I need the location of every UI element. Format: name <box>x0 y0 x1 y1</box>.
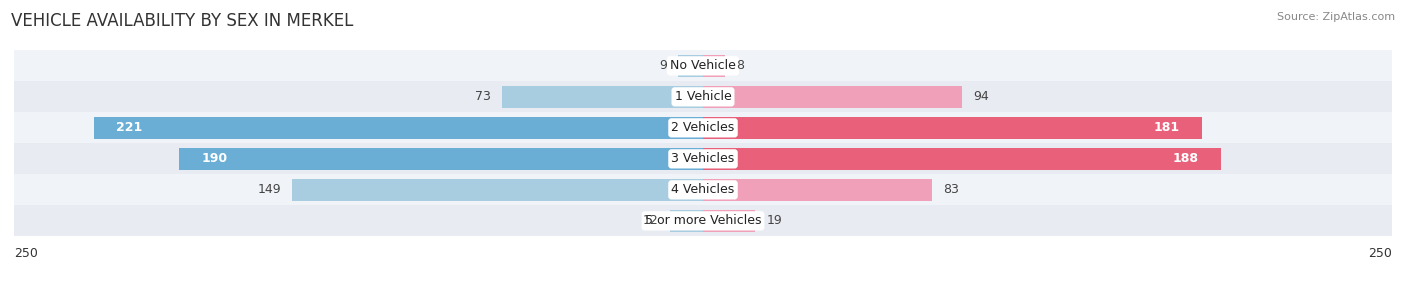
Text: VEHICLE AVAILABILITY BY SEX IN MERKEL: VEHICLE AVAILABILITY BY SEX IN MERKEL <box>11 12 354 30</box>
Text: 9: 9 <box>659 59 668 72</box>
Text: 94: 94 <box>973 90 988 103</box>
Bar <box>14 81 1392 112</box>
Bar <box>292 179 703 201</box>
Text: No Vehicle: No Vehicle <box>671 59 735 72</box>
Text: 250: 250 <box>14 247 38 260</box>
Text: 19: 19 <box>766 214 782 227</box>
Bar <box>14 143 1392 174</box>
Text: 149: 149 <box>257 183 281 196</box>
Bar <box>180 148 703 170</box>
Text: 221: 221 <box>117 121 142 134</box>
Text: 188: 188 <box>1173 152 1199 165</box>
Bar <box>669 210 703 232</box>
Bar <box>703 86 962 108</box>
Text: 190: 190 <box>201 152 228 165</box>
Text: 12: 12 <box>643 214 659 227</box>
Text: Source: ZipAtlas.com: Source: ZipAtlas.com <box>1277 12 1395 22</box>
Text: 73: 73 <box>475 90 491 103</box>
Bar <box>94 117 703 139</box>
Bar <box>14 205 1392 236</box>
Bar <box>703 148 1220 170</box>
Bar <box>703 210 755 232</box>
Bar <box>14 50 1392 81</box>
Text: 250: 250 <box>1368 247 1392 260</box>
Text: 8: 8 <box>737 59 744 72</box>
Bar <box>703 179 932 201</box>
Text: 1 Vehicle: 1 Vehicle <box>675 90 731 103</box>
Bar <box>502 86 703 108</box>
Bar <box>703 55 725 77</box>
Bar <box>14 112 1392 143</box>
Text: 4 Vehicles: 4 Vehicles <box>672 183 734 196</box>
Bar <box>678 55 703 77</box>
Bar <box>14 174 1392 205</box>
Text: 5 or more Vehicles: 5 or more Vehicles <box>645 214 761 227</box>
Text: 181: 181 <box>1153 121 1180 134</box>
Text: 2 Vehicles: 2 Vehicles <box>672 121 734 134</box>
Text: 83: 83 <box>943 183 959 196</box>
Bar <box>703 117 1202 139</box>
Text: 3 Vehicles: 3 Vehicles <box>672 152 734 165</box>
